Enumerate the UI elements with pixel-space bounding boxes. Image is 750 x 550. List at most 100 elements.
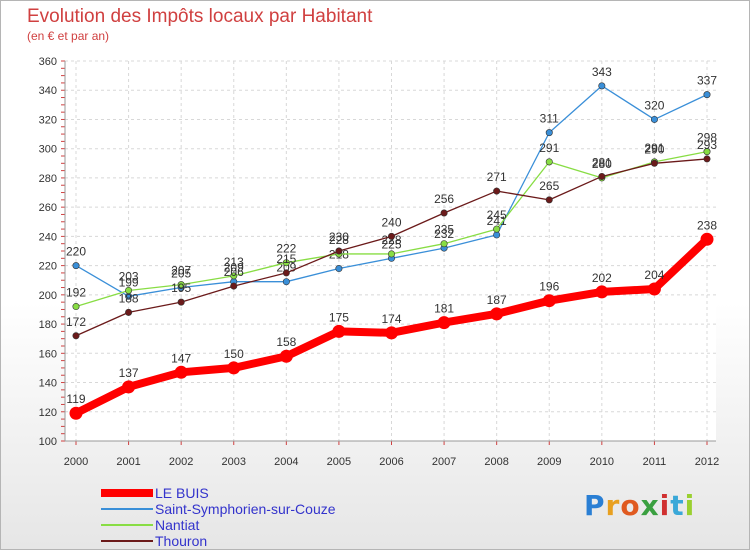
- data-label: 206: [224, 265, 244, 279]
- data-point: [493, 231, 501, 239]
- chart-title: Evolution des Impôts locaux par Habitant: [27, 6, 373, 27]
- data-label: 181: [434, 302, 454, 316]
- data-point: [703, 148, 711, 156]
- data-point: [174, 365, 188, 379]
- data-label: 174: [381, 312, 401, 326]
- data-label: 225: [381, 237, 401, 251]
- legend-item-le-buis: LE BUIS: [101, 485, 336, 501]
- data-point: [493, 187, 501, 195]
- x-tick-label: 2004: [274, 456, 298, 468]
- data-label: 293: [697, 138, 717, 152]
- legend: LE BUIS Saint-Symphorien-sur-Couze Nanti…: [101, 485, 336, 549]
- data-label: 256: [434, 192, 454, 206]
- legend-item-saint-symphorien: Saint-Symphorien-sur-Couze: [101, 501, 336, 517]
- data-label: 281: [592, 155, 612, 169]
- data-label: 203: [119, 269, 139, 283]
- data-label: 207: [171, 264, 191, 278]
- data-label: 195: [171, 281, 191, 295]
- legend-swatch-le-buis: [101, 489, 153, 497]
- data-point: [230, 282, 238, 290]
- data-point: [650, 115, 658, 123]
- data-label: 290: [644, 142, 664, 156]
- data-point: [598, 172, 606, 180]
- data-label: 196: [539, 280, 559, 294]
- data-point: [490, 307, 504, 321]
- logo-letter: x: [640, 489, 660, 522]
- logo-letter: i: [659, 489, 671, 522]
- x-tick-label: 2000: [64, 456, 88, 468]
- y-tick-label: 200: [39, 290, 57, 302]
- data-label: 337: [697, 74, 717, 88]
- data-label: 280: [592, 157, 612, 171]
- data-point: [598, 82, 606, 90]
- data-point: [545, 196, 553, 204]
- y-tick-label: 300: [39, 144, 57, 156]
- data-label: 202: [592, 271, 612, 285]
- data-label: 271: [487, 170, 507, 184]
- data-label: 137: [119, 366, 139, 380]
- data-point: [703, 155, 711, 163]
- y-tick-label: 260: [39, 202, 57, 214]
- x-tick-label: 2012: [695, 456, 719, 468]
- data-label: 204: [644, 268, 664, 282]
- x-tick-label: 2003: [222, 456, 246, 468]
- data-label: 220: [66, 245, 86, 259]
- y-tick-label: 360: [39, 56, 57, 68]
- data-point: [387, 232, 395, 240]
- data-point: [545, 129, 553, 137]
- data-point: [650, 159, 658, 167]
- legend-label: LE BUIS: [155, 485, 209, 501]
- data-point: [542, 294, 556, 308]
- x-tick-label: 2010: [590, 456, 614, 468]
- data-label: 213: [224, 255, 244, 269]
- data-label: 235: [434, 223, 454, 237]
- data-point: [227, 361, 241, 375]
- data-label: 222: [276, 242, 296, 256]
- data-point: [700, 232, 714, 246]
- data-label: 188: [119, 291, 139, 305]
- data-point: [385, 326, 398, 340]
- data-point: [282, 278, 290, 286]
- logo-letter: o: [620, 489, 641, 522]
- data-label: 320: [644, 98, 664, 112]
- data-point: [595, 285, 609, 299]
- y-tick-label: 340: [39, 85, 57, 97]
- data-point: [72, 332, 80, 340]
- y-tick-label: 140: [39, 378, 57, 390]
- data-label: 215: [276, 252, 296, 266]
- y-tick-label: 320: [39, 114, 57, 126]
- data-label: 291: [644, 141, 664, 155]
- x-tick-label: 2001: [116, 456, 140, 468]
- data-label: 158: [276, 335, 296, 349]
- proxiti-logo: Proxiti: [584, 489, 695, 522]
- data-label: 172: [66, 315, 86, 329]
- legend-item-thouron: Thouron: [101, 533, 336, 549]
- data-label: 205: [171, 267, 191, 281]
- legend-label: Saint-Symphorien-sur-Couze: [155, 501, 336, 517]
- y-tick-label: 120: [39, 407, 57, 419]
- data-point: [125, 286, 133, 294]
- data-label: 192: [66, 286, 86, 300]
- data-point: [387, 250, 395, 258]
- data-point: [279, 349, 293, 363]
- data-label: 187: [487, 293, 507, 307]
- data-point: [440, 240, 448, 248]
- y-tick-label: 160: [39, 348, 57, 360]
- data-point: [122, 380, 136, 394]
- logo-letter: P: [584, 489, 606, 522]
- data-point: [282, 259, 290, 267]
- data-label: 147: [171, 351, 191, 365]
- data-point: [332, 324, 346, 338]
- data-point: [440, 209, 448, 217]
- data-label: 150: [224, 347, 244, 361]
- legend-swatch-nantiat: [101, 524, 153, 526]
- data-label: 232: [434, 227, 454, 241]
- chart-subtitle: (en € et par an): [27, 29, 110, 43]
- data-point: [703, 91, 711, 99]
- data-label: 240: [381, 215, 401, 229]
- data-label: 241: [487, 214, 507, 228]
- x-tick-label: 2007: [432, 456, 456, 468]
- logo-letter: i: [684, 489, 696, 522]
